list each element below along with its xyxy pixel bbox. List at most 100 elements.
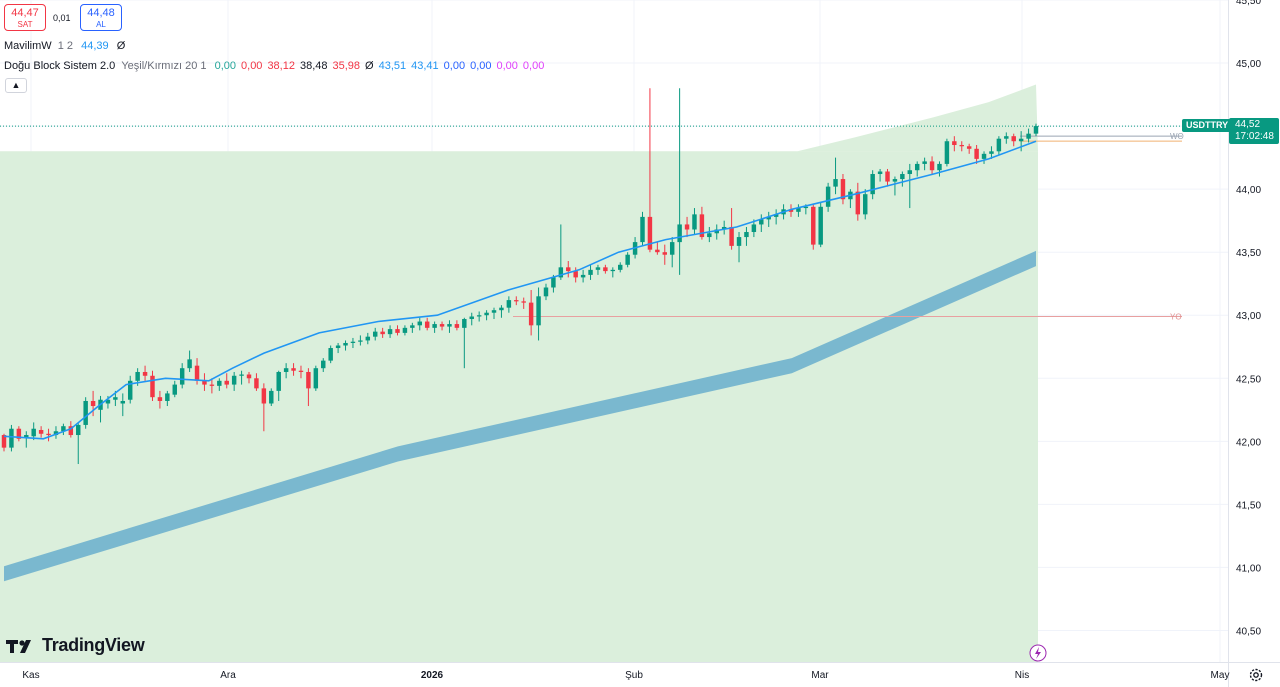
candle-body (157, 397, 163, 401)
candle-body (424, 321, 430, 328)
candle (46, 428, 51, 442)
candle-body (432, 324, 437, 328)
candle-body (566, 267, 571, 272)
candle-body (76, 424, 81, 436)
candle (343, 340, 348, 351)
buy-price: 44,48 (87, 7, 115, 19)
candle-body (120, 400, 126, 404)
y-tick-label: 43,50 (1236, 248, 1261, 259)
candle-body (83, 400, 88, 425)
candle-body (929, 161, 935, 171)
candle (729, 208, 734, 250)
candle (974, 145, 979, 164)
candle-body (276, 371, 281, 391)
tradingview-logo[interactable]: TradingView (6, 635, 145, 656)
candle-body (372, 331, 378, 337)
candle-body (573, 271, 578, 278)
area-fill (0, 84, 1038, 663)
candle-body (291, 368, 296, 371)
candle (83, 397, 88, 429)
candle (380, 327, 385, 338)
sell-button[interactable]: 44,47 SAT (4, 4, 46, 31)
y-tick-label: 41,50 (1236, 500, 1261, 511)
mavilim-line (3, 140, 1037, 440)
candle-body (469, 316, 474, 320)
candle-body (870, 174, 875, 195)
candle-body (521, 301, 526, 303)
candle (892, 176, 898, 196)
y-tick-label: 40,50 (1236, 626, 1261, 637)
candle-body (944, 141, 950, 164)
collapse-legend-button[interactable]: ▲ (5, 78, 27, 93)
candle-body (669, 242, 675, 255)
candle (24, 431, 29, 448)
candle (328, 345, 333, 364)
indicator-value: 38,12 (267, 60, 295, 72)
candle-body (202, 380, 207, 385)
candle (514, 296, 519, 306)
candle-body (662, 252, 668, 255)
candle-body (1, 435, 7, 448)
indicator-value: 0,00 (443, 60, 466, 72)
candle (372, 327, 378, 341)
tradingview-logo-text: TradingView (42, 635, 145, 655)
candle-body (677, 224, 682, 243)
candle-body (551, 277, 556, 288)
indicator-value: 0,00 (214, 60, 237, 72)
candle-body (53, 431, 59, 436)
candle-body (1026, 133, 1031, 139)
candle (432, 321, 437, 333)
candle (1018, 131, 1024, 152)
candle-body (952, 141, 957, 146)
candle (543, 283, 549, 301)
candle-body (439, 324, 445, 327)
buy-button[interactable]: 44,48 AL (80, 4, 122, 31)
legend-mavilim[interactable]: MavilimW 1 2 44,39 Ø (4, 40, 125, 52)
candle-body (194, 365, 200, 381)
candle (736, 232, 742, 263)
level-label: YO (1170, 312, 1182, 321)
candle-body (209, 384, 215, 386)
candle (187, 350, 192, 372)
candle (313, 365, 319, 391)
candle (558, 224, 564, 280)
candle (217, 378, 222, 391)
candle (209, 378, 215, 394)
sell-label: SAT (17, 20, 33, 29)
candle-body (543, 287, 549, 297)
candle-body (528, 302, 534, 326)
candle (618, 262, 623, 273)
candle-body (1033, 126, 1039, 134)
candle-body (588, 269, 593, 275)
candle (157, 390, 163, 409)
candle (573, 267, 578, 283)
candle (127, 375, 133, 404)
candle (1011, 133, 1016, 147)
candle (321, 358, 326, 372)
candle (1026, 128, 1031, 143)
candle (387, 325, 393, 338)
candle-body (254, 378, 259, 389)
candle-body (454, 324, 460, 328)
candle (528, 290, 534, 336)
legend-dogu-block[interactable]: Doğu Block Sistem 2.0 Yeşil/Kırmızı 20 1… (4, 60, 544, 72)
candle-body (558, 267, 564, 278)
candle-body (818, 206, 823, 245)
candle (469, 312, 474, 326)
candle (61, 423, 66, 436)
candle-body (313, 368, 319, 389)
candle-body (328, 348, 333, 361)
candle (536, 287, 541, 341)
candle-body (580, 274, 586, 278)
candle (692, 208, 697, 235)
candle-body (855, 191, 861, 215)
candle (773, 209, 779, 225)
candle-body (217, 380, 222, 386)
candle-body (1011, 136, 1016, 142)
candle (335, 342, 341, 354)
settings-gear-icon[interactable] (1248, 667, 1264, 683)
candle (952, 136, 957, 152)
x-tick-label: Şub (625, 670, 643, 681)
candle-body (335, 345, 341, 349)
